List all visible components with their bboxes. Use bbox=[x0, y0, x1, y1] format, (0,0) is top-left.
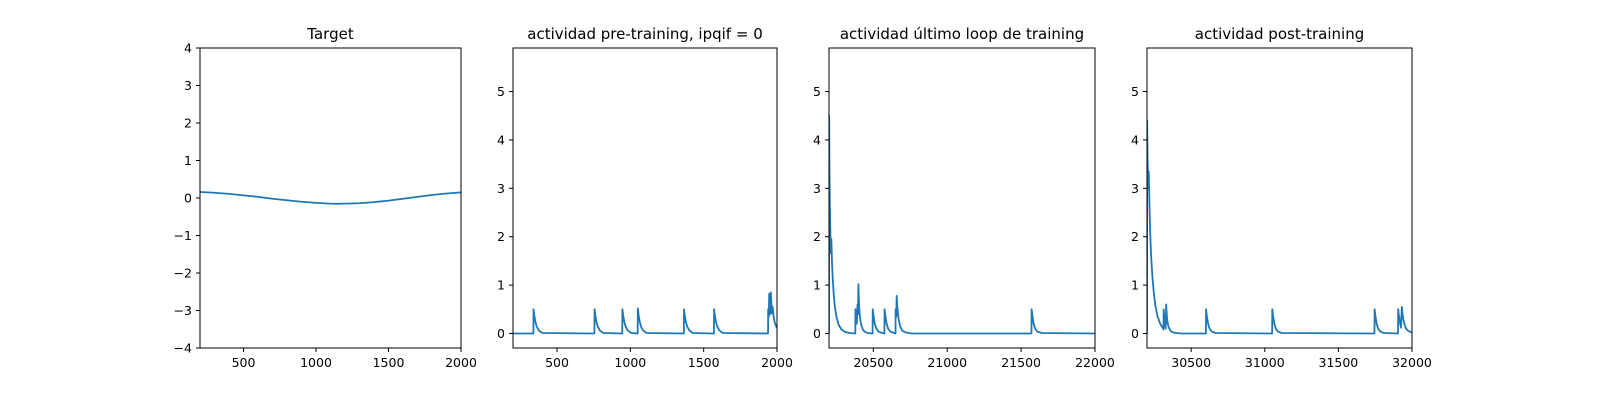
x-tick-label: 31000 bbox=[1245, 355, 1285, 370]
y-tick-label: −1 bbox=[174, 228, 192, 243]
chart-title: actividad último loop de training bbox=[840, 25, 1084, 43]
x-tick-label: 1000 bbox=[614, 355, 646, 370]
x-tick-label: 2000 bbox=[761, 355, 793, 370]
x-tick-label: 21000 bbox=[927, 355, 967, 370]
y-tick-label: 1 bbox=[184, 153, 192, 168]
y-tick-label: 5 bbox=[1131, 84, 1139, 99]
series-line bbox=[829, 114, 1095, 335]
y-tick-label: −3 bbox=[174, 303, 192, 318]
series-line bbox=[200, 191, 461, 205]
chart-title: Target bbox=[306, 25, 354, 43]
x-tick-label: 20500 bbox=[853, 355, 893, 370]
x-tick-label: 1500 bbox=[373, 355, 405, 370]
x-tick-label: 500 bbox=[545, 355, 569, 370]
y-tick-label: −2 bbox=[174, 266, 192, 281]
chart-panel-1: Target 500 1000 1500 2000 −4 −3 −2 −1 0 1 2 3 4 bbox=[174, 25, 477, 370]
y-tick-label: 3 bbox=[1131, 181, 1139, 196]
y-tick-label: 4 bbox=[184, 41, 192, 56]
y-tick-label: 4 bbox=[1131, 132, 1139, 147]
x-tick-label: 1000 bbox=[300, 355, 332, 370]
series-line bbox=[513, 291, 777, 335]
chart-title: actividad post-training bbox=[1195, 25, 1364, 43]
chart-title: actividad pre-training, ipqif = 0 bbox=[527, 25, 763, 43]
axes-frame bbox=[199, 47, 462, 349]
x-tick-label: 30500 bbox=[1171, 355, 1211, 370]
y-tick-label: −4 bbox=[174, 341, 192, 356]
y-tick-label: 3 bbox=[497, 181, 505, 196]
x-tick-label: 22000 bbox=[1075, 355, 1115, 370]
y-tick-label: 5 bbox=[813, 84, 821, 99]
x-tick-label: 21500 bbox=[1001, 355, 1041, 370]
y-tick-label: 0 bbox=[1131, 326, 1139, 341]
axes-frame bbox=[512, 47, 778, 349]
y-tick-label: 5 bbox=[497, 84, 505, 99]
y-tick-label: 1 bbox=[1131, 278, 1139, 293]
series-line bbox=[1147, 119, 1412, 335]
axes-frame bbox=[1146, 47, 1413, 349]
y-tick-label: 3 bbox=[184, 78, 192, 93]
y-tick-label: 2 bbox=[497, 229, 505, 244]
y-tick-label: 1 bbox=[497, 278, 505, 293]
y-tick-label: 2 bbox=[184, 116, 192, 131]
y-tick-label: 0 bbox=[497, 326, 505, 341]
y-tick-label: 4 bbox=[813, 132, 821, 147]
axes-frame bbox=[828, 47, 1096, 349]
x-tick-label: 500 bbox=[232, 355, 256, 370]
y-tick-label: 0 bbox=[813, 326, 821, 341]
chart-panel-2: actividad pre-training, ipqif = 0 500 1000… bbox=[497, 25, 793, 370]
x-tick-label: 31500 bbox=[1319, 355, 1359, 370]
y-tick-label: 2 bbox=[1131, 229, 1139, 244]
y-tick-label: 4 bbox=[497, 132, 505, 147]
y-tick-label: 2 bbox=[813, 229, 821, 244]
y-tick-label: 1 bbox=[813, 278, 821, 293]
x-tick-label: 1500 bbox=[688, 355, 720, 370]
x-tick-label: 2000 bbox=[445, 355, 477, 370]
x-tick-label: 32000 bbox=[1392, 355, 1432, 370]
y-tick-label: 3 bbox=[813, 181, 821, 196]
y-tick-label: 0 bbox=[184, 191, 192, 206]
